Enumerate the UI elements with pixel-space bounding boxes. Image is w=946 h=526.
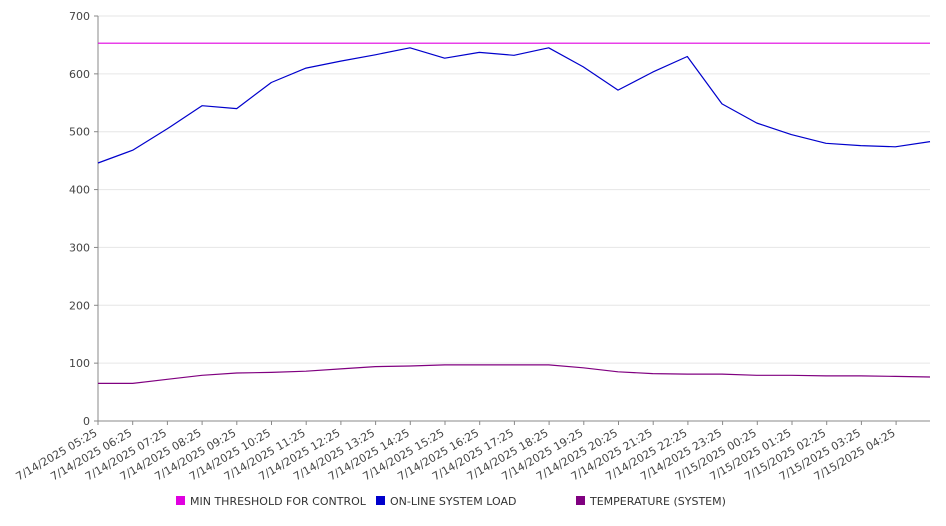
- series-lines: [97, 42, 931, 384]
- series-line-2: [98, 364, 931, 384]
- gridlines: [98, 15, 930, 364]
- y-tick-label: 100: [69, 357, 90, 370]
- legend-swatch: [176, 496, 185, 505]
- legend-swatch: [376, 496, 385, 505]
- axes: [97, 16, 930, 422]
- y-tick-label: 300: [69, 241, 90, 254]
- x-axis-ticks: 7/14/2025 05:257/14/2025 06:257/14/2025 …: [14, 421, 898, 483]
- legend-label: MIN THRESHOLD FOR CONTROL: [190, 495, 367, 508]
- y-tick-label: 200: [69, 299, 90, 312]
- legend: MIN THRESHOLD FOR CONTROL ON-LINE SYSTEM …: [176, 495, 726, 508]
- legend-label: TEMPERATURE (SYSTEM): [589, 495, 726, 508]
- y-axis-ticks: 0 100 200 300 400 500 600 700: [69, 10, 98, 428]
- y-tick-label: 700: [69, 10, 90, 23]
- y-tick-label: 400: [69, 184, 90, 197]
- legend-label: ON-LINE SYSTEM LOAD: [390, 495, 516, 508]
- y-tick-label: 600: [69, 68, 90, 81]
- y-tick-label: 500: [69, 126, 90, 139]
- y-tick-label: 0: [83, 415, 90, 428]
- series-line-1: [97, 47, 931, 164]
- legend-swatch: [576, 496, 585, 505]
